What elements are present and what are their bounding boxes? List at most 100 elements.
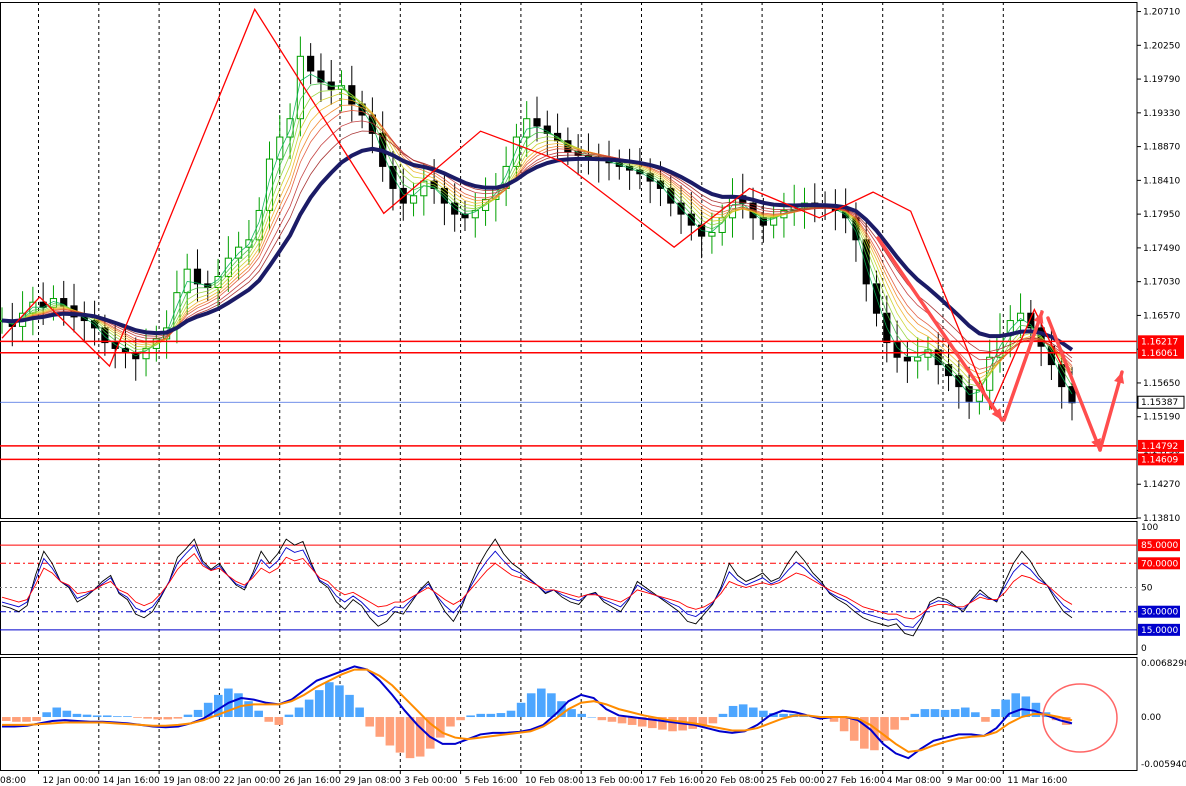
x-tick-label: 14 Jan 16:00 [103, 776, 160, 786]
macd-histogram-bar [12, 717, 21, 722]
macd-histogram-bar [890, 717, 899, 730]
macd-histogram-bar [728, 705, 738, 718]
macd-histogram-bar [860, 717, 869, 749]
macd-histogram-bar [193, 709, 203, 718]
macd-histogram-bar [446, 717, 455, 727]
projection-arrow-up-2-head [1114, 372, 1125, 384]
x-tick-label: 3 Feb 00:00 [404, 776, 458, 786]
macd-histogram-bar [950, 709, 960, 718]
candle-body [142, 347, 150, 360]
macd-histogram-bar [759, 710, 768, 718]
ma-ribbon-line [1, 98, 1073, 379]
macd-histogram-bar [304, 699, 314, 718]
macd-histogram-bar [1011, 693, 1021, 718]
candle-body [708, 231, 716, 237]
macd-histogram-bar [82, 714, 92, 718]
candle-body [893, 342, 901, 358]
x-tick-label: 13 Feb 00:00 [585, 776, 644, 786]
ma-ribbon-line [1, 88, 1073, 387]
macd-scale-label: -0.0059400 [1141, 760, 1186, 770]
candle-body [307, 55, 315, 72]
ma-ribbon-line [1, 92, 1073, 384]
projection-arrow-down-head [991, 408, 1002, 420]
level-price-label: 1.16061 [1138, 346, 1184, 359]
price-tick-label: 1.20250 [1143, 41, 1180, 51]
macd-histogram-bar [537, 688, 546, 718]
macd-histogram-bar [213, 694, 223, 718]
macd-histogram-bar [829, 717, 839, 722]
level-label-text: 1.14792 [1141, 442, 1178, 452]
macd-histogram-bar [648, 717, 657, 729]
price-tick-label: 1.17490 [1143, 244, 1180, 254]
macd-histogram-bar [708, 717, 718, 724]
macd-histogram-bar [900, 717, 909, 721]
level-price-label: 1.14609 [1138, 453, 1184, 466]
macd-histogram-bar [2, 717, 11, 721]
osc-level-label: 30.0000 [1141, 608, 1178, 618]
price-tick-label: 1.18410 [1143, 176, 1180, 186]
macd-scale-label: 0.00 [1141, 713, 1161, 723]
candle-body [101, 327, 109, 344]
macd-histogram-bar [436, 717, 445, 738]
candle-body [914, 356, 922, 362]
level-label-bg [1138, 346, 1184, 359]
oscillator-panel [0, 521, 1138, 655]
candle-body [975, 389, 983, 402]
macd-histogram-bar [42, 712, 51, 718]
macd-histogram-bar [325, 682, 334, 718]
macd-histogram-bar [173, 717, 183, 719]
candle-body [255, 209, 263, 241]
osc-level-label: 15.0000 [1141, 626, 1178, 636]
candle-body [903, 356, 911, 362]
osc-level-label: 70.0000 [1141, 559, 1178, 569]
macd-histogram-bar [234, 693, 243, 718]
macd-histogram-bar [415, 717, 425, 757]
macd-histogram-bar [880, 717, 889, 741]
macd-histogram-bar [1021, 696, 1031, 718]
macd-histogram-bar [405, 717, 415, 759]
macd-histogram-bar [1031, 702, 1041, 718]
macd-histogram-bar [617, 717, 627, 724]
macd-histogram-bar [940, 709, 950, 718]
macd-histogram-bar [52, 707, 62, 718]
macd-histogram-bar [72, 713, 82, 718]
osc-level-bg [1138, 539, 1180, 552]
macd-histogram-bar [587, 717, 597, 718]
x-tick-label: 29 Jan 08:00 [344, 776, 401, 786]
macd-histogram-bar [395, 717, 405, 753]
x-tick-label: 08:00 [0, 776, 26, 786]
macd-histogram-bar [385, 717, 395, 746]
macd-histogram-bar [314, 690, 324, 718]
x-tick-label: 12 Jan 00:00 [43, 776, 100, 786]
x-tick-label: 9 Mar 00:00 [947, 776, 1002, 786]
level-label-text: 1.16061 [1141, 349, 1178, 359]
level-label-bg [1138, 439, 1184, 452]
macd-histogram-bar [244, 701, 253, 718]
osc-level-bg [1138, 623, 1180, 636]
candle-body [399, 187, 407, 204]
x-tick-label: 17 Feb 16:00 [646, 776, 705, 786]
macd-histogram-bar [375, 717, 385, 737]
macd-histogram-bar [991, 709, 1000, 718]
macd-histogram-bar [183, 714, 193, 718]
osc-scale-label: 100 [1141, 523, 1158, 533]
macd-histogram-bar [345, 694, 354, 718]
macd-histogram-bar [133, 717, 142, 718]
x-tick-label: 5 Feb 16:00 [465, 776, 519, 786]
slow-moving-average [1, 146, 1074, 352]
level-price-label: 1.16217 [1138, 335, 1184, 348]
osc-level-bg [1138, 605, 1180, 618]
osc-level-bg [1138, 557, 1180, 570]
macd-scale-label: 0.0068298 [1141, 659, 1186, 669]
level-label-bg [1138, 335, 1184, 348]
macd-histogram-bar [486, 713, 496, 718]
price-tick-label: 1.20710 [1143, 8, 1180, 18]
macd-histogram-bar [153, 717, 163, 720]
macd-histogram-bar [597, 717, 607, 721]
macd-histogram-bar [425, 717, 435, 749]
price-tick-label: 1.16570 [1143, 311, 1180, 321]
candle-body [276, 136, 284, 160]
macd-histogram-bar [294, 707, 304, 718]
candle-body [1016, 312, 1025, 322]
